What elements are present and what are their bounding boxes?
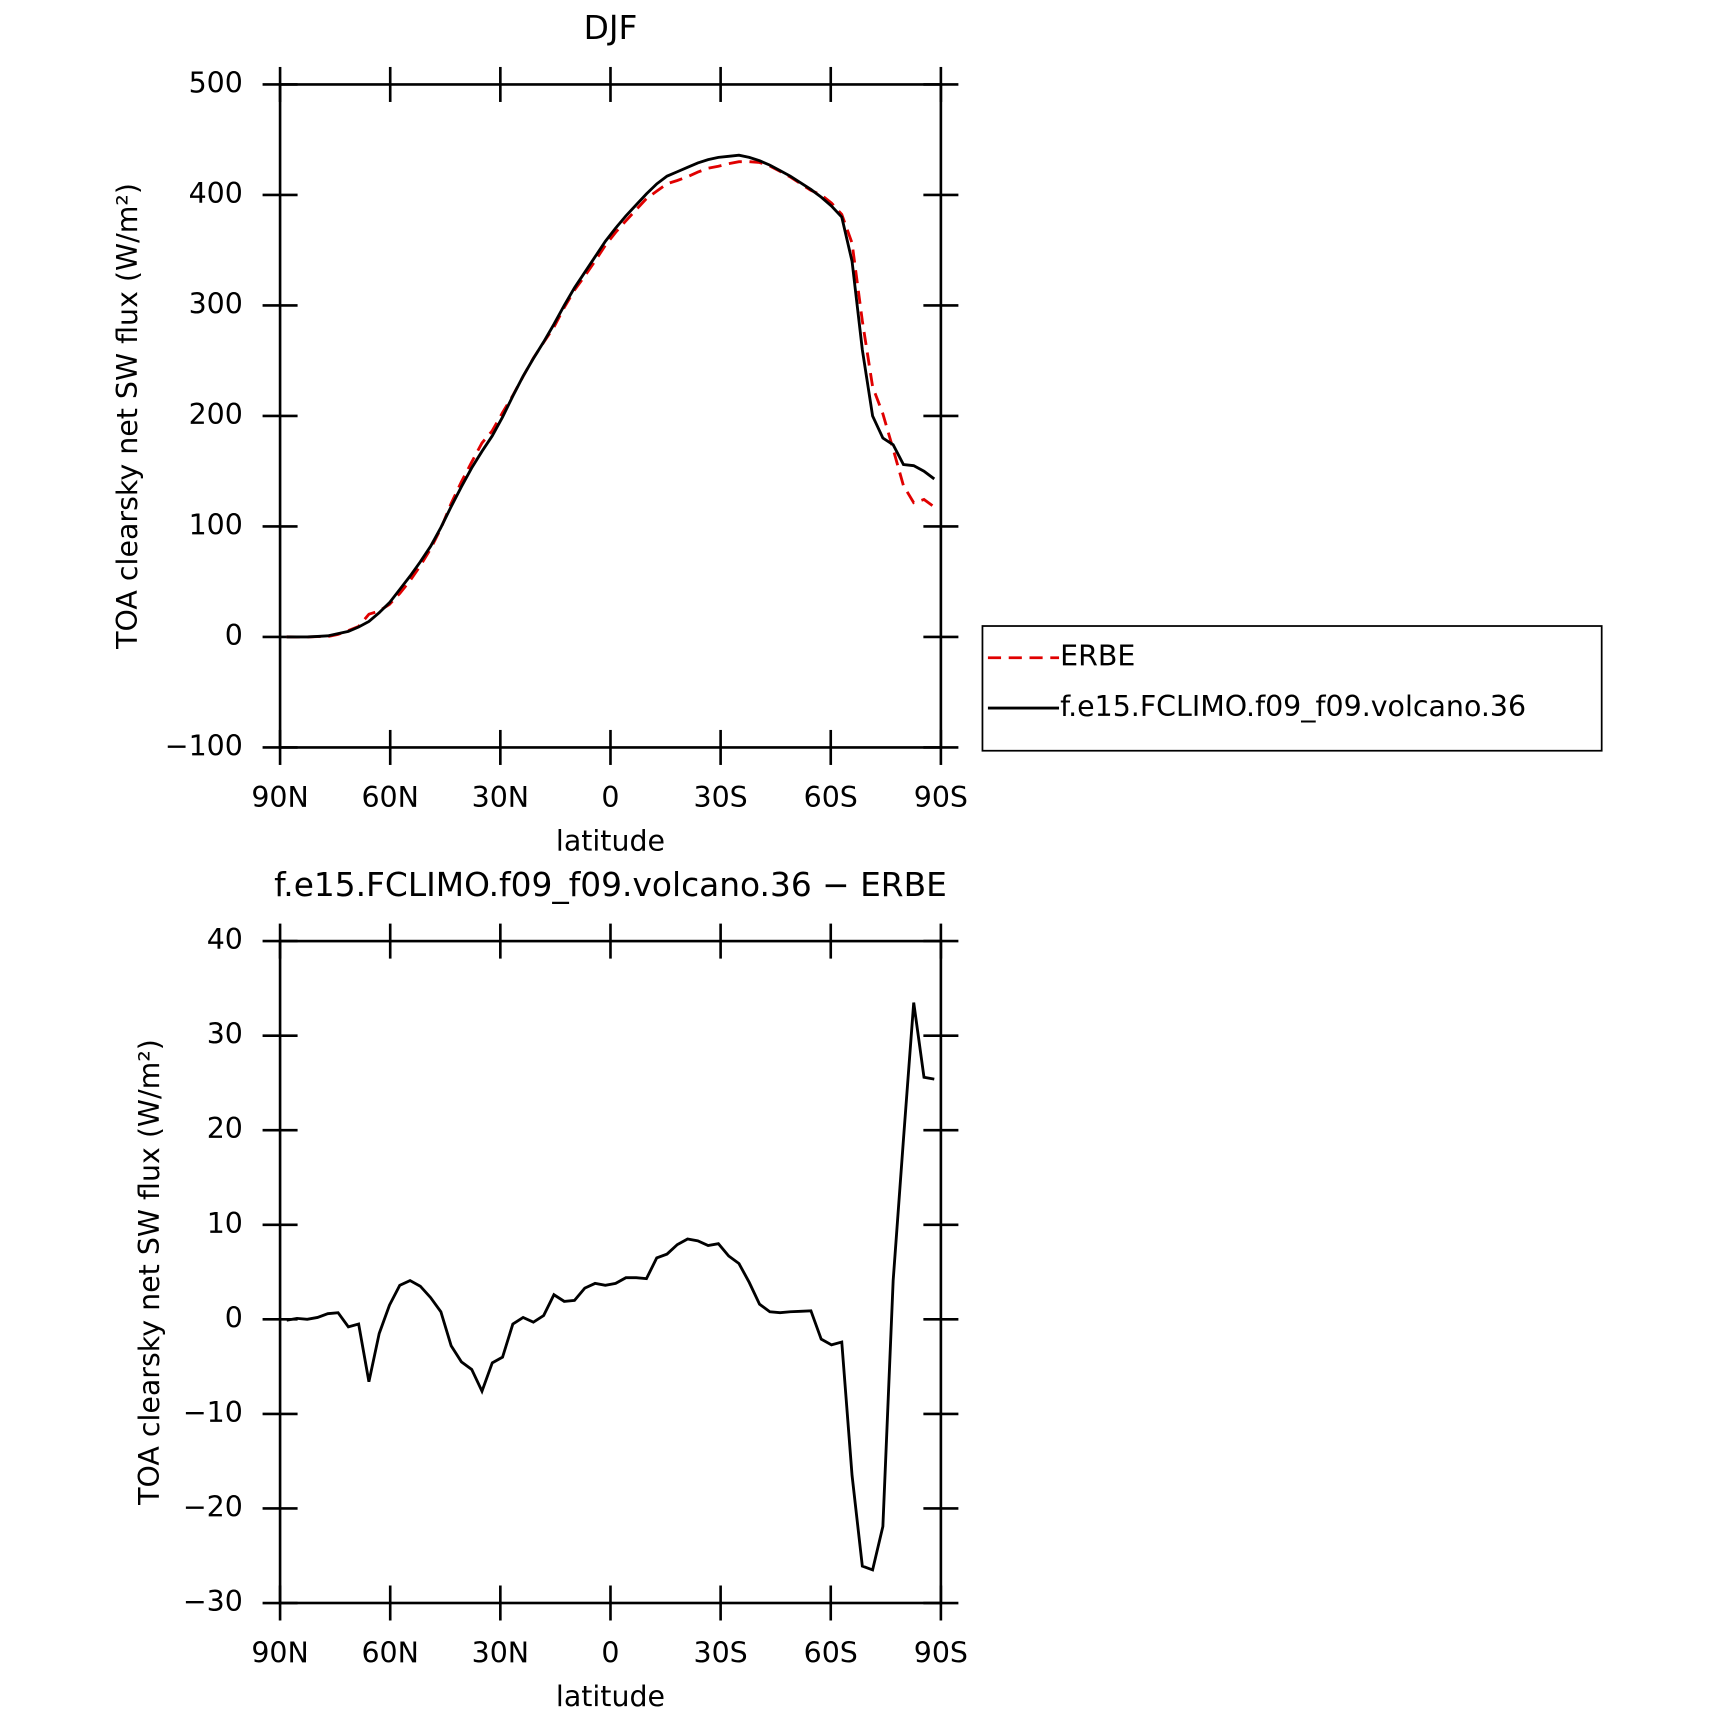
y-axis-label: TOA clearsky net SW flux (W/m²) bbox=[133, 1039, 166, 1506]
x-tick-label: 0 bbox=[601, 781, 619, 814]
y-tick-label: 100 bbox=[189, 508, 243, 541]
x-axis-label: latitude bbox=[556, 1680, 665, 1713]
y-tick-label: 10 bbox=[207, 1207, 243, 1240]
x-tick-label: 90S bbox=[914, 1636, 968, 1669]
x-tick-label: 90S bbox=[914, 781, 968, 814]
x-tick-label: 0 bbox=[601, 1636, 619, 1669]
legend-box bbox=[981, 625, 1603, 752]
chart-title: DJF bbox=[584, 9, 638, 47]
y-axis-label: TOA clearsky net SW flux (W/m²) bbox=[111, 183, 144, 650]
x-tick-label: 30S bbox=[693, 781, 747, 814]
x-tick-label: 30N bbox=[472, 1636, 529, 1669]
x-tick-label: 60S bbox=[804, 781, 858, 814]
y-tick-label: 40 bbox=[207, 923, 243, 956]
y-tick-label: −30 bbox=[183, 1585, 243, 1618]
x-tick-label: 30S bbox=[693, 1636, 747, 1669]
y-tick-label: 300 bbox=[189, 287, 243, 320]
y-tick-label: 400 bbox=[189, 177, 243, 210]
chart-title: f.e15.FCLIMO.f09_f09.volcano.36 − ERBE bbox=[274, 866, 947, 904]
series-line bbox=[286, 1002, 935, 1572]
plot-frame bbox=[278, 939, 943, 1605]
series-line bbox=[286, 160, 936, 639]
legend-label: ERBE bbox=[1060, 640, 1135, 673]
x-tick-label: 30N bbox=[472, 781, 529, 814]
legend-label: f.e15.FCLIMO.f09_f09.volcano.36 bbox=[1060, 690, 1526, 723]
y-tick-label: 20 bbox=[207, 1112, 243, 1145]
y-tick-label: 0 bbox=[225, 1301, 243, 1334]
y-tick-label: −100 bbox=[165, 729, 243, 762]
x-tick-label: 60S bbox=[804, 1636, 858, 1669]
x-tick-label: 90N bbox=[251, 1636, 308, 1669]
y-tick-label: 500 bbox=[189, 66, 243, 99]
y-tick-label: −20 bbox=[183, 1490, 243, 1523]
y-tick-label: 200 bbox=[189, 398, 243, 431]
x-axis-label: latitude bbox=[556, 825, 665, 858]
x-tick-label: 90N bbox=[251, 781, 308, 814]
y-tick-label: 30 bbox=[207, 1018, 243, 1051]
plot-frame bbox=[278, 83, 943, 749]
y-tick-label: −10 bbox=[183, 1396, 243, 1429]
series-line bbox=[286, 153, 936, 639]
x-tick-label: 60N bbox=[361, 1636, 418, 1669]
x-tick-label: 60N bbox=[361, 781, 418, 814]
y-tick-label: 0 bbox=[225, 619, 243, 652]
